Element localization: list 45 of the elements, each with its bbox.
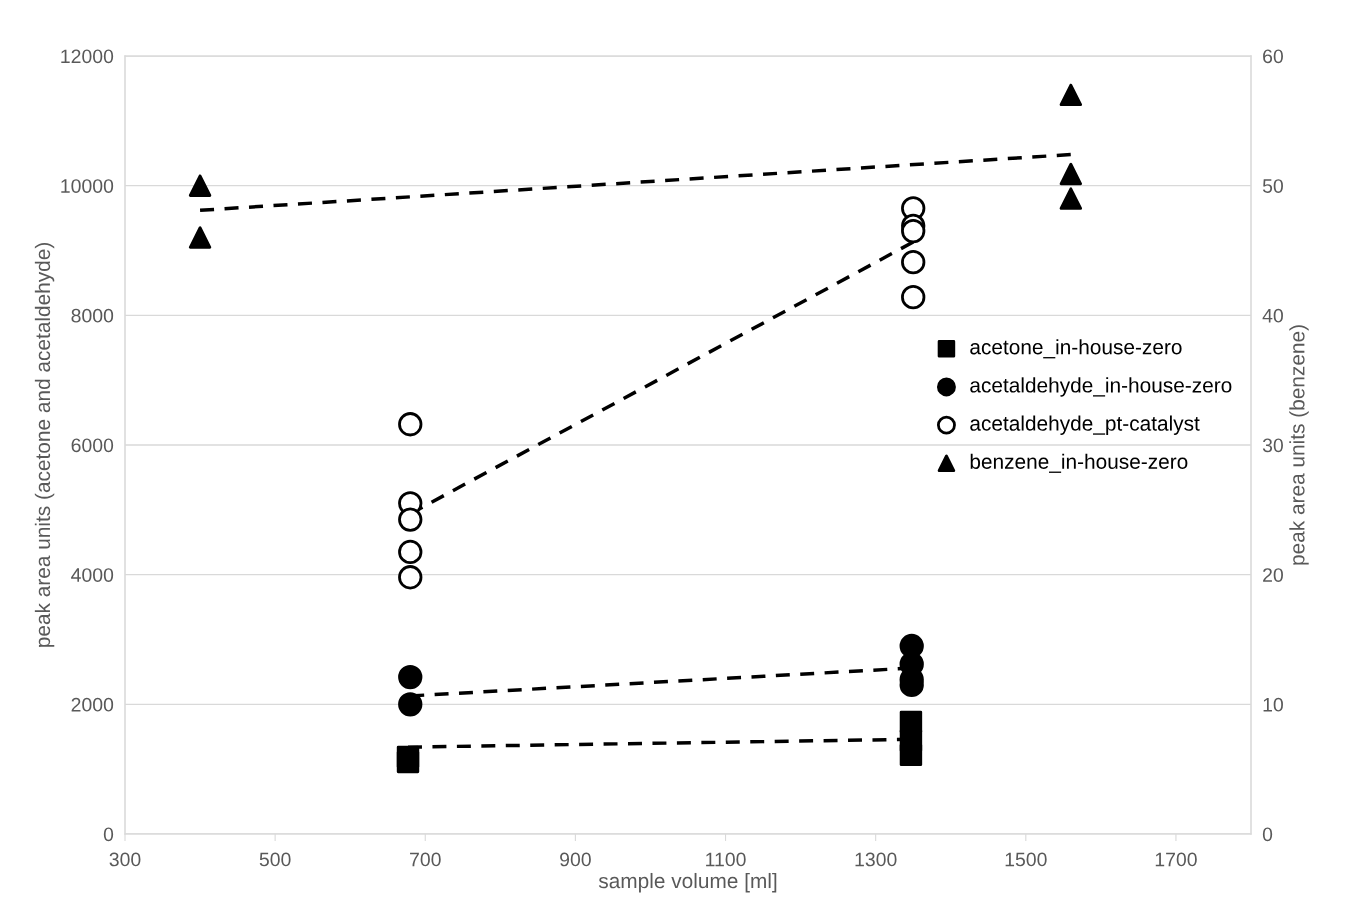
y2-tick-label: 40 — [1262, 308, 1283, 323]
point — [396, 750, 420, 774]
point — [398, 664, 423, 690]
point — [398, 507, 423, 532]
point — [1059, 187, 1083, 210]
x-tick-label: 300 — [109, 852, 141, 867]
x-tick-label: 1100 — [706, 852, 746, 867]
y-tick-label: 6000 — [71, 438, 114, 453]
point — [398, 539, 423, 565]
point — [901, 285, 926, 310]
x-tick-label: 1700 — [1155, 852, 1197, 867]
y-tick-label: 12000 — [61, 49, 114, 64]
y2-tick-label: 20 — [1263, 568, 1283, 582]
point — [188, 174, 212, 197]
y-tick-label: 10000 — [61, 179, 114, 193]
x-tick-label: 500 — [259, 852, 291, 867]
point — [899, 743, 923, 767]
x-axis-title: sample volume [ml] — [598, 872, 777, 893]
y2-tick-label: 10 — [1263, 697, 1283, 712]
y2-tick-label: 0 — [1262, 827, 1273, 842]
legend-label: acetaldehyde_in-house-zero — [970, 377, 1232, 397]
y-tick-label: 8000 — [71, 308, 114, 323]
point — [398, 412, 423, 437]
point — [1059, 83, 1083, 107]
y-tick-label: 4000 — [71, 568, 114, 582]
point — [398, 692, 423, 717]
point — [1059, 162, 1083, 186]
y-tick-label: 0 — [103, 827, 114, 842]
y2-tick-label: 50 — [1262, 179, 1283, 193]
point — [188, 226, 212, 249]
y2-tick-label: 60 — [1263, 49, 1283, 64]
point — [901, 218, 926, 244]
y2-axis-title: peak area units (benzene) — [1289, 325, 1309, 565]
point — [398, 565, 423, 590]
y2-tick-label: 30 — [1262, 438, 1283, 453]
legend-label: acetone_in-house-zero — [970, 339, 1182, 359]
y-tick-label: 2000 — [71, 697, 114, 712]
y-axis-title: peak area units (acetone and acetaldehyde) — [34, 243, 55, 647]
x-tick-label: 700 — [410, 852, 441, 867]
x-tick-label: 1300 — [855, 852, 897, 867]
point — [901, 250, 926, 275]
legend-label: benzene_in-house-zero — [970, 453, 1188, 473]
x-tick-label: 900 — [560, 852, 591, 867]
legend-label: acetaldehyde_pt-catalyst — [970, 415, 1200, 435]
x-tick-label: 1500 — [1005, 852, 1047, 867]
